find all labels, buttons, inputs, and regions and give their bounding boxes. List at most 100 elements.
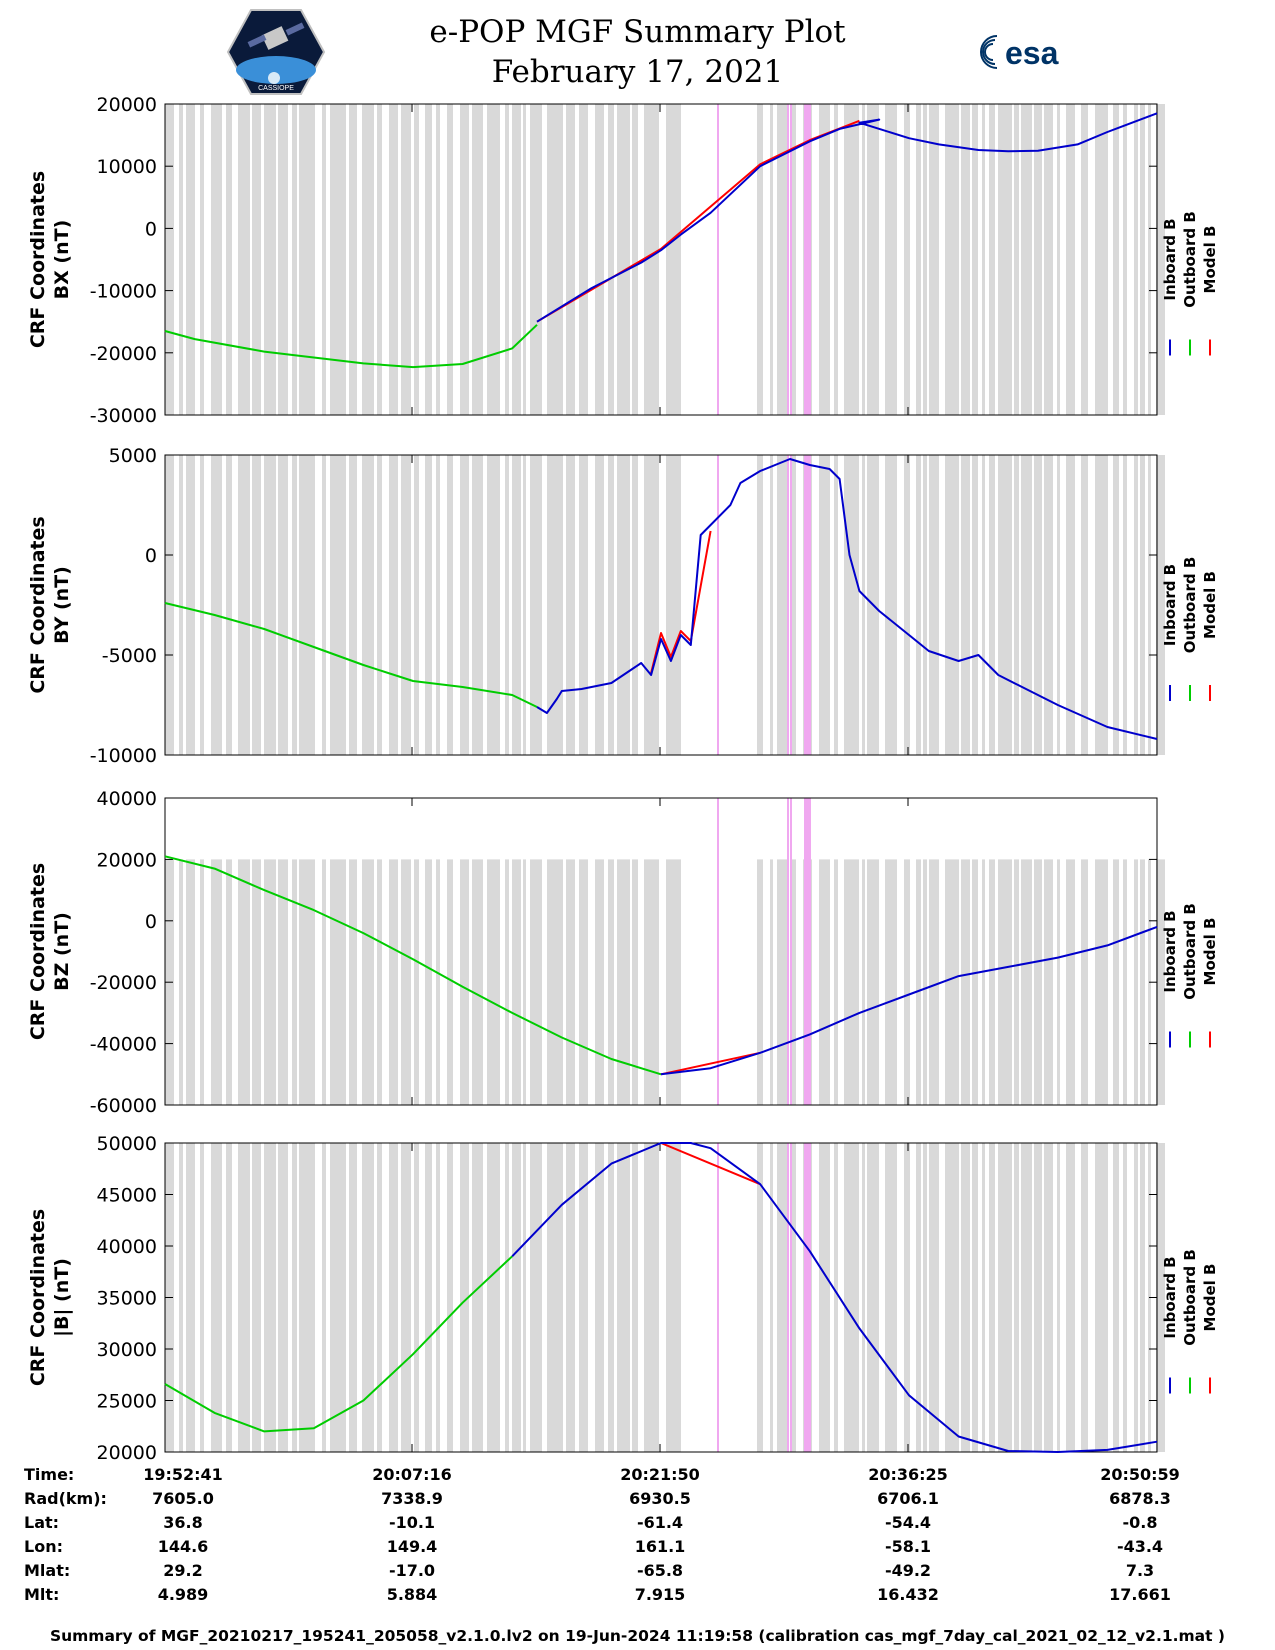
gap-stripe bbox=[299, 859, 315, 1105]
y-tick-label: 0 bbox=[145, 545, 157, 567]
gap-stripe bbox=[819, 104, 830, 415]
y-tick-label: 50000 bbox=[97, 1133, 157, 1155]
legend-label: Model B bbox=[1201, 226, 1219, 294]
gap-stripe bbox=[904, 859, 910, 1105]
gap-stripe bbox=[998, 455, 1012, 755]
gap-stripe bbox=[757, 104, 763, 415]
gap-stripe bbox=[186, 859, 195, 1105]
gap-stripe bbox=[401, 859, 411, 1105]
gap-stripe bbox=[608, 1143, 614, 1452]
gap-stripe bbox=[186, 455, 195, 755]
y-tick-label: 20000 bbox=[97, 849, 157, 871]
gap-stripe bbox=[617, 104, 630, 415]
gap-stripe bbox=[1148, 104, 1151, 415]
y-tick-label: 35000 bbox=[97, 1288, 157, 1310]
gap-stripe bbox=[377, 455, 382, 755]
gap-stripe bbox=[834, 859, 838, 1105]
page-title: e-POP MGF Summary Plot bbox=[429, 14, 846, 50]
gap-stripe bbox=[414, 104, 419, 415]
legend-label: Outboard B bbox=[1181, 1249, 1199, 1346]
gap-stripe bbox=[1044, 104, 1053, 415]
info-cell: 161.1 bbox=[634, 1537, 686, 1556]
footer-caption: Summary of MGF_20210217_195241_205058_v2… bbox=[49, 1627, 1226, 1645]
info-cell: 20:50:59 bbox=[1100, 1465, 1180, 1484]
gap-stripe bbox=[200, 1143, 204, 1452]
gap-stripe bbox=[834, 104, 838, 415]
gap-stripe bbox=[447, 859, 453, 1105]
y-tick-label: -40000 bbox=[90, 1034, 157, 1056]
gap-stripe bbox=[862, 455, 865, 755]
y-tick-label: 5000 bbox=[109, 445, 157, 467]
gap-stripe bbox=[1066, 455, 1075, 755]
series-outboard-b bbox=[164, 324, 538, 369]
gap-stripe bbox=[1014, 859, 1019, 1105]
gap-stripe bbox=[1034, 455, 1042, 755]
gap-stripe bbox=[579, 1143, 588, 1452]
gap-stripe bbox=[1014, 104, 1019, 415]
gap-stripe bbox=[487, 455, 500, 755]
gap-stripe bbox=[972, 455, 978, 755]
gap-stripe bbox=[200, 455, 204, 755]
gap-stripe bbox=[1034, 104, 1042, 415]
flag-stripe bbox=[787, 798, 789, 1105]
info-label-mlt: Mlt: bbox=[24, 1585, 60, 1604]
info-cell: 4.989 bbox=[157, 1585, 209, 1604]
gap-stripe bbox=[425, 1143, 432, 1452]
flag-stripe bbox=[787, 455, 789, 755]
y-axis-label: BY (nT) bbox=[51, 566, 73, 644]
gap-stripe bbox=[566, 104, 575, 415]
info-cell: 144.6 bbox=[157, 1537, 209, 1556]
gap-stripe bbox=[617, 859, 630, 1105]
gap-stripe bbox=[777, 1143, 788, 1452]
gap-stripe bbox=[989, 859, 995, 1105]
gap-stripe bbox=[530, 1143, 542, 1452]
info-cell: 6706.1 bbox=[877, 1489, 939, 1508]
legend-label: Outboard B bbox=[1181, 211, 1199, 308]
gap-stripe bbox=[264, 455, 276, 755]
gap-stripe bbox=[929, 455, 939, 755]
gap-stripe bbox=[1044, 455, 1053, 755]
gap-stripe bbox=[377, 859, 382, 1105]
gap-stripe bbox=[179, 1143, 183, 1452]
gap-stripe bbox=[1057, 859, 1060, 1105]
gap-stripe bbox=[389, 455, 398, 755]
info-cell: 36.8 bbox=[163, 1513, 203, 1532]
gap-stripe bbox=[530, 455, 542, 755]
gap-stripe bbox=[179, 104, 183, 415]
gap-stripe bbox=[1140, 455, 1145, 755]
gap-stripe bbox=[1140, 859, 1145, 1105]
y-axis-label: |B| (nT) bbox=[51, 1258, 73, 1337]
legend-label: Model B bbox=[1201, 571, 1219, 639]
gap-stripe bbox=[666, 859, 681, 1105]
flag-stripe bbox=[717, 104, 719, 415]
info-cell: 7338.9 bbox=[381, 1489, 443, 1508]
gap-stripe bbox=[644, 1143, 659, 1452]
gap-stripe bbox=[777, 455, 788, 755]
gap-stripe bbox=[349, 455, 357, 755]
gap-stripe bbox=[929, 1143, 939, 1452]
info-cell: 7.3 bbox=[1125, 1561, 1155, 1580]
gap-stripe bbox=[595, 859, 604, 1105]
gap-stripe bbox=[292, 455, 297, 755]
info-cell: 7605.0 bbox=[152, 1489, 214, 1508]
gap-stripe bbox=[252, 859, 261, 1105]
info-cell: 5.884 bbox=[386, 1585, 438, 1604]
info-cell: -61.4 bbox=[636, 1513, 684, 1532]
info-cell: 29.2 bbox=[163, 1561, 203, 1580]
gap-stripe bbox=[238, 104, 250, 415]
gap-stripe bbox=[547, 455, 563, 755]
gap-stripe bbox=[278, 104, 288, 415]
gap-stripe bbox=[472, 1143, 483, 1452]
series-inboard-b bbox=[536, 112, 1158, 323]
flag-stripe bbox=[787, 104, 789, 415]
y-tick-label: 20000 bbox=[97, 94, 157, 116]
gap-stripe bbox=[211, 455, 222, 755]
gap-stripe bbox=[512, 104, 521, 415]
gap-stripe bbox=[923, 859, 927, 1105]
gap-stripe bbox=[292, 104, 297, 415]
gap-stripe bbox=[264, 859, 276, 1105]
gap-stripe bbox=[1123, 455, 1127, 755]
gap-stripe bbox=[505, 859, 509, 1105]
gap-stripe bbox=[777, 104, 788, 415]
gap-stripe bbox=[389, 104, 398, 415]
